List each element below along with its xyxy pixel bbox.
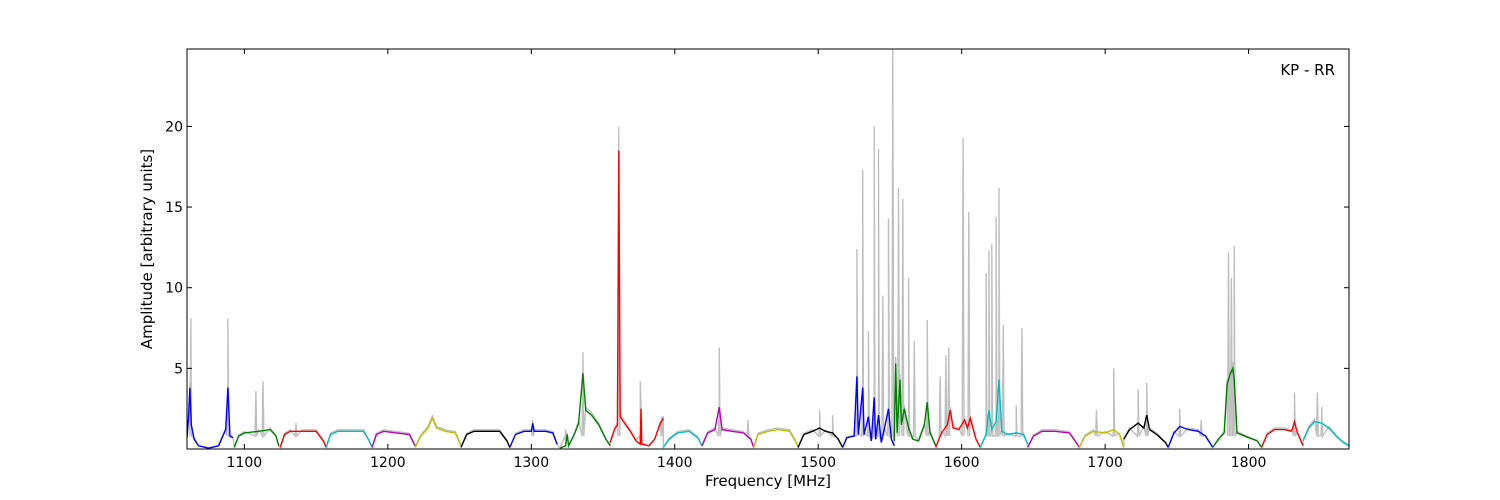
series-line-12 <box>701 406 755 448</box>
x-tick-label: 1600 <box>944 455 980 471</box>
polarization-annotation: KP - RR <box>1280 61 1335 79</box>
y-axis-ticks: 5 10 15 20 <box>165 119 1349 377</box>
raw-spectrum-layer <box>187 49 1349 449</box>
series-line-5 <box>371 430 416 448</box>
series-line-19 <box>1027 430 1080 448</box>
series-line-10 <box>609 150 664 447</box>
x-axis-ticks: 1100 1200 1300 1400 1500 1600 1700 1800 <box>227 49 1267 471</box>
series-line-25 <box>1302 420 1349 447</box>
series-line-16 <box>893 363 937 447</box>
series-line-17 <box>935 410 981 448</box>
x-tick-label: 1400 <box>657 455 693 471</box>
series-line-24 <box>1260 418 1304 448</box>
series-line-3 <box>279 430 327 448</box>
series-line-14 <box>797 427 844 448</box>
series-line-18 <box>979 379 1029 448</box>
series-line-23 <box>1212 365 1263 448</box>
y-tick-label: 20 <box>165 119 183 135</box>
x-tick-label: 1800 <box>1231 455 1267 471</box>
y-tick-label: 10 <box>165 281 183 297</box>
series-line-21 <box>1123 414 1169 448</box>
series-line-22 <box>1167 425 1214 448</box>
x-tick-label: 1100 <box>227 455 263 471</box>
series-line-6 <box>414 416 462 448</box>
sub-band-series-layer <box>187 150 1349 449</box>
series-line-20 <box>1078 428 1125 448</box>
x-axis-label: Frequency [MHz] <box>705 472 831 490</box>
y-tick-label: 15 <box>165 200 183 216</box>
series-line-8 <box>509 423 558 448</box>
series-line-15 <box>841 376 895 448</box>
series-line-9 <box>559 373 611 449</box>
series-line-7 <box>460 430 511 448</box>
x-tick-label: 1300 <box>513 455 549 471</box>
raw-spectrum-line <box>187 49 1349 449</box>
series-line-13 <box>753 428 799 448</box>
x-tick-label: 1200 <box>370 455 406 471</box>
series-line-2 <box>233 428 280 448</box>
series-line-11 <box>662 430 703 448</box>
plot-frame <box>186 48 1350 450</box>
y-tick-label: 5 <box>174 361 183 377</box>
x-tick-label: 1500 <box>800 455 836 471</box>
y-axis-label: Amplitude [arbitrary units] <box>138 149 156 349</box>
plot-area <box>187 49 1349 449</box>
series-line-4 <box>325 430 373 448</box>
series-line-1 <box>187 387 234 449</box>
x-tick-label: 1700 <box>1087 455 1123 471</box>
